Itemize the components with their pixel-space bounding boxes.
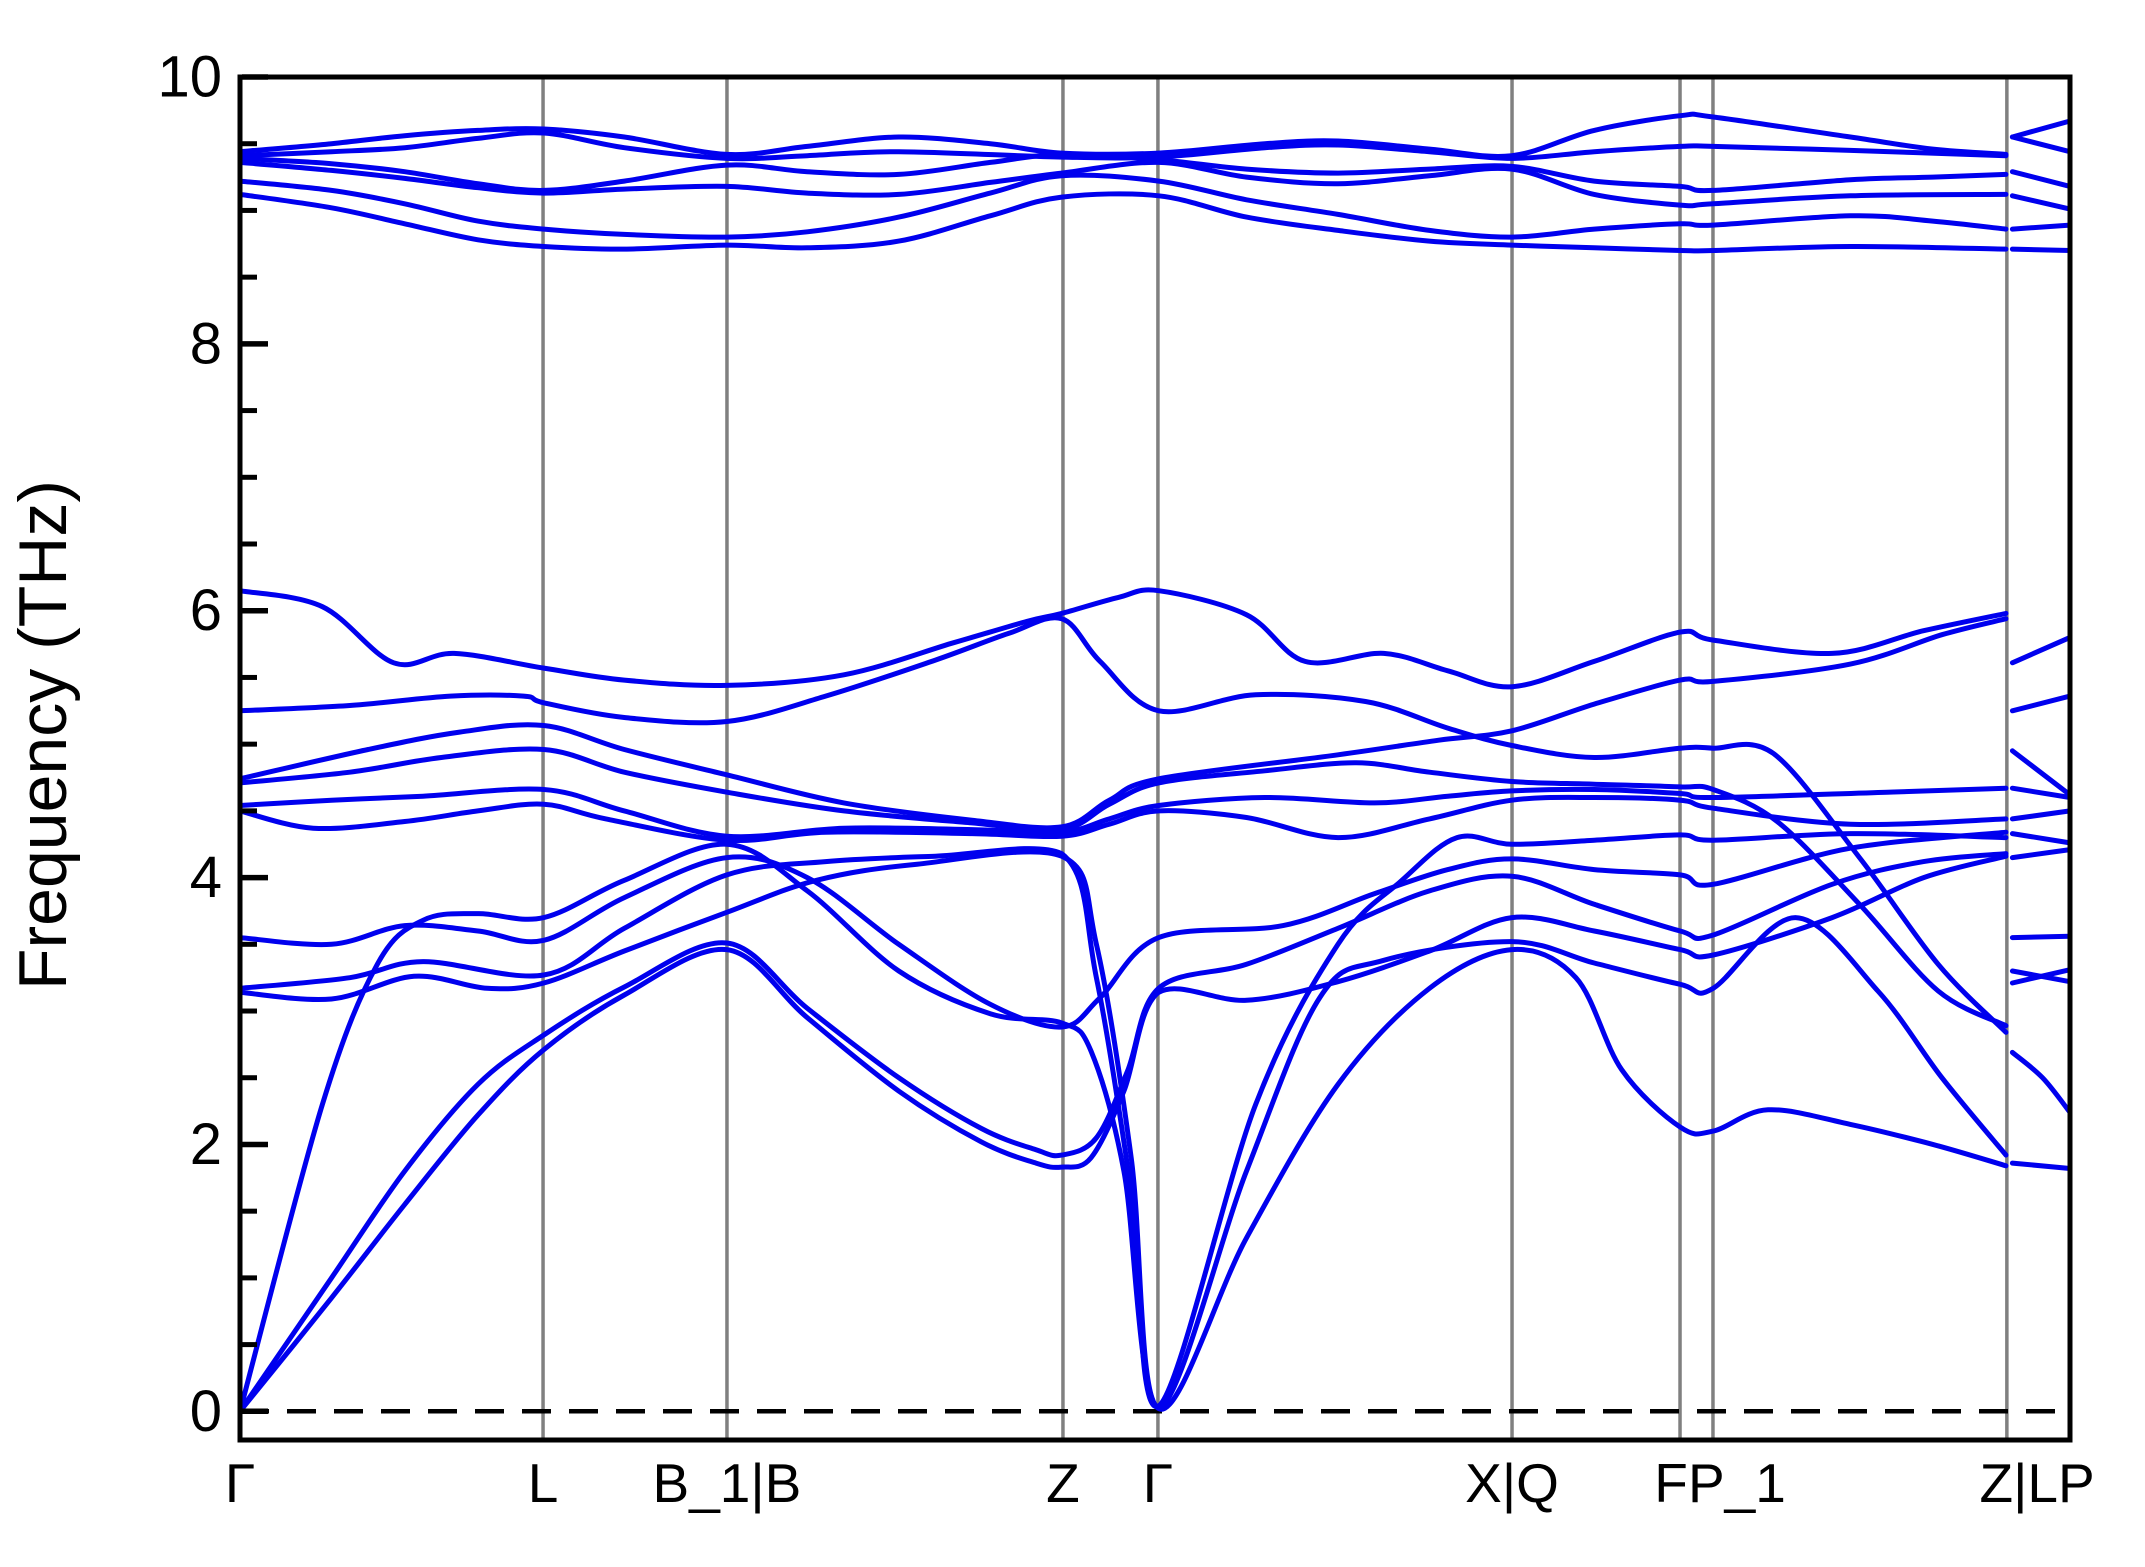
frame [237,74,2073,1443]
x-tick-label-Γ: Γ [1143,1452,1173,1514]
band-acoustic-3 [237,841,2009,1414]
band-optical-top-5 [237,172,2009,240]
x-tick-label-X|Q: X|Q [1465,1452,1559,1514]
band-stub-6 [2009,246,2073,253]
band-stub-2 [2009,134,2073,155]
axis-ticks [242,74,268,1415]
band-optical-mid-1 [237,794,2009,844]
band-optical-top-6 [237,191,2009,254]
band-optical-mid-6 [237,587,2009,690]
y-tick-label-6: 6 [190,578,222,643]
band-optical-top-4 [237,159,2009,209]
band-stub-14 [2009,933,2073,941]
band-stub-10 [2009,785,2073,800]
band-stub-16 [2009,967,2073,986]
band-stub-3 [2009,169,2073,189]
y-tick-label-0: 0 [190,1379,222,1444]
band-acoustic-2 [237,851,2009,1414]
band-acoustic-1 [237,853,2009,1414]
x-tick-label-F: F [1654,1452,1688,1514]
x-tick-label-Z|LP: Z|LP [1979,1452,2094,1514]
band-stub-9 [2009,748,2073,798]
y-tick-label-10: 10 [157,45,222,110]
band-stub-11 [2009,808,2073,822]
band-optical-mid-3 [237,746,2009,1029]
y-tick-label-2: 2 [190,1112,222,1177]
x-tick-label-P_1: P_1 [1688,1452,1786,1514]
y-tick-label-8: 8 [190,311,222,376]
band-stub-5 [2009,222,2073,232]
band-optical-low-3 [237,829,2009,1030]
band-stub-4 [2009,193,2073,212]
x-tick-label-B_1|B: B_1|B [653,1452,802,1514]
x-tick-label-L: L [528,1452,559,1514]
x-tick-label-Z: Z [1046,1452,1080,1514]
band-stub-18 [2009,1160,2073,1171]
band-optical-mid-5 [237,615,2009,1035]
gridlines [541,77,2009,1440]
y-axis-title: Frequency (THz) [5,480,81,990]
band-stub-12 [2009,831,2073,846]
band-stub-17 [2009,1049,2073,1115]
x-tick-label-Γ: Γ [225,1452,255,1514]
band-stub-13 [2009,847,2073,861]
axis-tick-labels: 0 2 4 6 8 10 Γ L B_1|B Z Γ X|Q F P_1 Z|LP [157,45,2094,1515]
band-stub-7 [2009,634,2073,666]
band-optical-mid-2 [237,785,2009,840]
plot-frame [237,74,2073,1443]
band-stub-1 [2009,118,2073,140]
y-tick-label-4: 4 [190,845,222,910]
band-optical-mid-4 [237,616,2009,831]
band-stub-8 [2009,693,2073,714]
band-optical-low-2 [237,831,2009,1409]
phonon-band-lines [237,111,2073,1414]
band-optical-top-1 [237,111,2009,159]
